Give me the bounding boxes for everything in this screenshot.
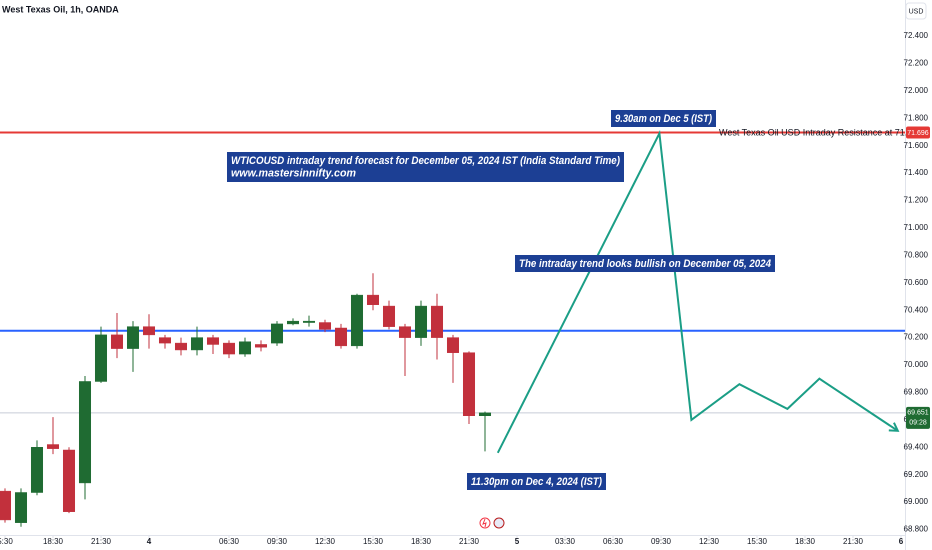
bottom-icons bbox=[479, 517, 505, 529]
x-tick-label: 15:30 bbox=[747, 537, 768, 546]
candle-body bbox=[110, 334, 124, 349]
trend-line bbox=[496, 129, 899, 454]
x-tick-label: 09:30 bbox=[651, 537, 672, 546]
y-tick-label: 69.400 bbox=[904, 442, 929, 451]
candle-body bbox=[334, 327, 348, 347]
y-tick-label: 71.800 bbox=[904, 113, 929, 122]
currency-button[interactable] bbox=[905, 2, 927, 20]
y-tick-label: 70.000 bbox=[904, 360, 929, 369]
annotation-text: WTICOUSD intraday trend forecast for Dec… bbox=[231, 155, 620, 167]
level-label: West Texas Oil USD Intraday Resistance a… bbox=[719, 127, 922, 137]
y-tick-label: 72.400 bbox=[904, 31, 929, 40]
candle-body bbox=[478, 412, 492, 416]
x-tick-label: 5 bbox=[515, 537, 520, 546]
y-tick-label: 71.200 bbox=[904, 196, 929, 205]
annotation-box bbox=[227, 152, 624, 182]
event-icon-glyph bbox=[482, 518, 487, 528]
candle-body bbox=[414, 305, 428, 338]
candle-body bbox=[350, 294, 364, 347]
candle-body bbox=[446, 337, 460, 353]
annotation-box bbox=[467, 473, 606, 490]
x-tick-label: 12:30 bbox=[315, 537, 336, 546]
annotation-box bbox=[515, 255, 775, 272]
y-tick-label: 71.600 bbox=[904, 141, 929, 150]
y-tick-label: 71.000 bbox=[904, 223, 929, 232]
candle-body bbox=[190, 337, 204, 351]
x-tick-label: 6 bbox=[899, 537, 904, 546]
candle-body bbox=[94, 334, 108, 382]
x-tick-label: 09:30 bbox=[267, 537, 288, 546]
annotation-text: 9.30am on Dec 5 (IST) bbox=[615, 113, 712, 125]
chart-title: West Texas Oil, 1h, OANDA bbox=[2, 4, 119, 14]
x-tick-label: 06:30 bbox=[603, 537, 624, 546]
candle-body bbox=[302, 320, 316, 323]
candle-body bbox=[158, 337, 172, 344]
candle-body bbox=[238, 341, 252, 355]
flag-icon[interactable] bbox=[493, 517, 505, 529]
x-tick-label: 5:30 bbox=[0, 537, 13, 546]
annotation-text: 11.30pm on Dec 4, 2024 (IST) bbox=[471, 476, 602, 488]
x-tick-label: 4 bbox=[147, 537, 152, 546]
candle-body bbox=[366, 294, 380, 305]
level-price-tag-text: 71.696 bbox=[907, 130, 929, 137]
annotation-text: www.mastersinnifty.com bbox=[231, 167, 356, 179]
candle-body bbox=[398, 326, 412, 338]
candle-body bbox=[206, 337, 220, 345]
x-tick-label: 18:30 bbox=[411, 537, 432, 546]
x-tick-label: 15:30 bbox=[363, 537, 384, 546]
candle-body bbox=[430, 305, 444, 338]
candle-body bbox=[0, 490, 12, 521]
candle-body bbox=[126, 326, 140, 349]
x-tick-label: 21:30 bbox=[843, 537, 864, 546]
y-tick-label: 69.200 bbox=[904, 470, 929, 479]
candle-body bbox=[270, 323, 284, 344]
y-tick-label: 70.800 bbox=[904, 250, 929, 259]
candle-body bbox=[286, 320, 300, 325]
candle-body bbox=[382, 305, 396, 327]
level-price-tag bbox=[906, 126, 930, 139]
candle-body bbox=[46, 444, 60, 449]
candle-body bbox=[30, 447, 44, 493]
x-tick-label: 18:30 bbox=[43, 537, 64, 546]
y-tick-label: 70.400 bbox=[904, 305, 929, 314]
candle-body bbox=[14, 492, 28, 523]
y-tick-label: 68.800 bbox=[904, 525, 929, 534]
candle-body bbox=[318, 322, 332, 330]
candle-body bbox=[142, 326, 156, 336]
trend-arrow bbox=[888, 422, 900, 432]
y-tick-label: 69.800 bbox=[904, 388, 929, 397]
x-tick-label: 21:30 bbox=[91, 537, 112, 546]
y-tick-label: 71.400 bbox=[904, 168, 929, 177]
x-tick-label: 18:30 bbox=[795, 537, 816, 546]
last-price-tag-text: 69.651 bbox=[907, 410, 929, 417]
candle-body bbox=[222, 342, 236, 355]
candle-body bbox=[78, 381, 92, 484]
annotation-box bbox=[611, 110, 716, 127]
y-tick-label: 70.600 bbox=[904, 278, 929, 287]
y-tick-label: 72.000 bbox=[904, 86, 929, 95]
candle-body bbox=[174, 342, 188, 351]
x-tick-label: 12:30 bbox=[699, 537, 720, 546]
x-tick-label: 03:30 bbox=[555, 537, 576, 546]
y-tick-label: 69.000 bbox=[904, 497, 929, 506]
x-tick-label: 06:30 bbox=[219, 537, 240, 546]
countdown-text: 09:28 bbox=[909, 420, 927, 427]
candle-body bbox=[62, 449, 76, 512]
last-price-tag bbox=[906, 406, 930, 429]
currency-label[interactable]: USD bbox=[909, 8, 924, 15]
y-tick-label: 72.200 bbox=[904, 59, 929, 68]
annotation-text: The intraday trend looks bullish on Dece… bbox=[519, 258, 771, 270]
candle-body bbox=[254, 344, 268, 348]
x-tick-label: 21:30 bbox=[459, 537, 480, 546]
candle-body bbox=[462, 352, 476, 416]
y-tick-label: 70.200 bbox=[904, 333, 929, 342]
